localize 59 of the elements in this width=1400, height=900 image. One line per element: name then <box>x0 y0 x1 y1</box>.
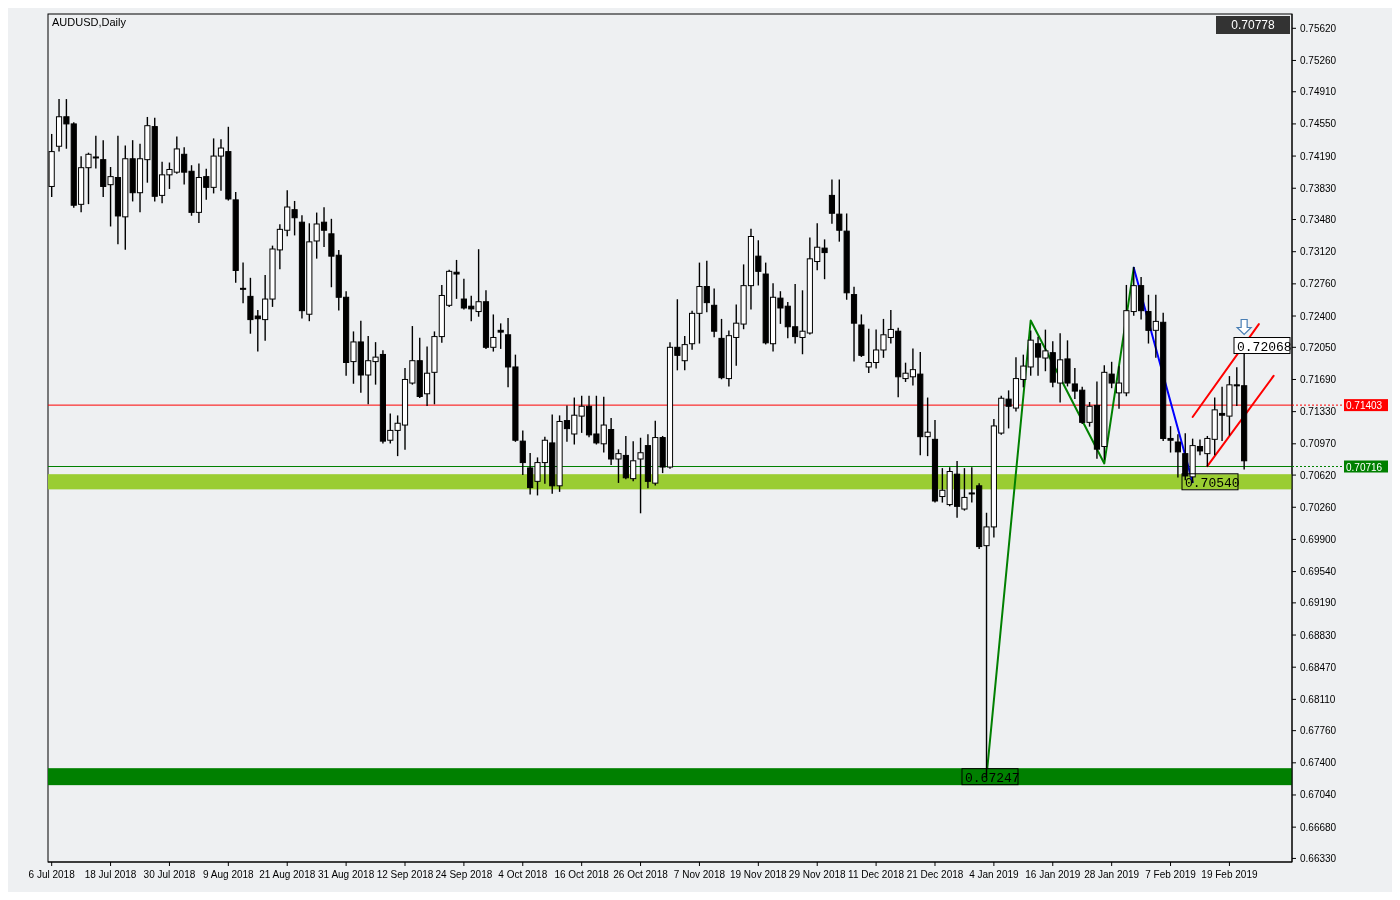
y-tick-label: 0.66330 <box>1300 852 1337 864</box>
y-tick-label: 0.73120 <box>1300 246 1337 258</box>
x-tick-label: 4 Jan 2019 <box>969 869 1020 880</box>
candlestick <box>1174 434 1181 478</box>
x-tick-label: 6 Jul 2018 <box>28 869 76 880</box>
x-tick-label: 21 Aug 2018 <box>259 869 316 880</box>
candlestick <box>239 262 247 304</box>
candlestick <box>497 323 504 349</box>
y-tick-label: 0.72400 <box>1300 310 1337 322</box>
x-tick-label: 28 Jan 2019 <box>1084 869 1140 880</box>
candlestick <box>828 179 836 224</box>
ref-line-label: 0.70716 <box>1346 461 1383 473</box>
x-tick-label: 24 Sep 2018 <box>435 869 493 880</box>
x-tick-label: 21 Dec 2018 <box>906 869 964 880</box>
x-tick-label: 7 Feb 2019 <box>1145 869 1197 880</box>
x-tick-label: 12 Sep 2018 <box>376 869 434 880</box>
band-label: 0.70540 <box>1185 475 1240 491</box>
y-tick-label: 0.71690 <box>1300 373 1337 385</box>
x-tick-label: 29 Nov 2018 <box>788 869 847 880</box>
y-tick-label: 0.75620 <box>1300 22 1337 34</box>
y-tick-label: 0.73480 <box>1300 214 1337 226</box>
y-tick-label: 0.69190 <box>1300 597 1337 609</box>
ref-line-label: 0.71403 <box>1346 400 1383 412</box>
x-tick-label: 30 Jul 2018 <box>143 869 196 880</box>
x-tick-label: 19 Nov 2018 <box>729 869 788 880</box>
y-tick-label: 0.74190 <box>1300 150 1337 162</box>
y-tick-label: 0.70260 <box>1300 501 1337 513</box>
x-tick-label: 18 Jul 2018 <box>84 869 137 880</box>
x-tick-label: 9 Aug 2018 <box>203 869 255 880</box>
y-tick-label: 0.67040 <box>1300 789 1337 801</box>
x-tick-label: 4 Oct 2018 <box>498 869 548 880</box>
x-tick-label: 31 Aug 2018 <box>318 869 375 880</box>
x-tick-label: 26 Oct 2018 <box>613 869 669 880</box>
y-tick-label: 0.75260 <box>1300 54 1337 66</box>
y-tick-label: 0.67400 <box>1300 757 1337 769</box>
y-tick-label: 0.69540 <box>1300 566 1337 578</box>
x-tick-label: 16 Oct 2018 <box>554 869 610 880</box>
y-tick-label: 0.72760 <box>1300 278 1337 290</box>
annotation: 0.72068 <box>1237 339 1292 355</box>
y-tick-label: 0.66680 <box>1300 821 1337 833</box>
y-tick-label: 0.67760 <box>1300 725 1337 737</box>
y-tick-label: 0.68110 <box>1300 693 1336 705</box>
y-tick-label: 0.70970 <box>1300 438 1337 450</box>
y-tick-label: 0.73830 <box>1300 182 1337 194</box>
y-tick-label: 0.72050 <box>1300 341 1337 353</box>
annotation: 0.70778 <box>1231 18 1276 32</box>
x-tick-label: 16 Jan 2019 <box>1025 869 1081 880</box>
y-tick-label: 0.68830 <box>1300 629 1337 641</box>
band-label: 0.67247 <box>965 770 1020 786</box>
x-tick-label: 19 Feb 2019 <box>1201 869 1258 880</box>
x-tick-label: 7 Nov 2018 <box>673 869 726 880</box>
chart-title: AUDUSD,Daily <box>52 16 127 28</box>
y-tick-label: 0.70620 <box>1300 469 1337 481</box>
y-tick-label: 0.74910 <box>1300 86 1337 98</box>
x-tick-label: 11 Dec 2018 <box>848 869 905 880</box>
y-tick-label: 0.71330 <box>1300 406 1337 418</box>
y-tick-label: 0.69900 <box>1300 533 1337 545</box>
y-tick-label: 0.74550 <box>1300 118 1337 130</box>
y-tick-label: 0.68470 <box>1300 661 1337 673</box>
